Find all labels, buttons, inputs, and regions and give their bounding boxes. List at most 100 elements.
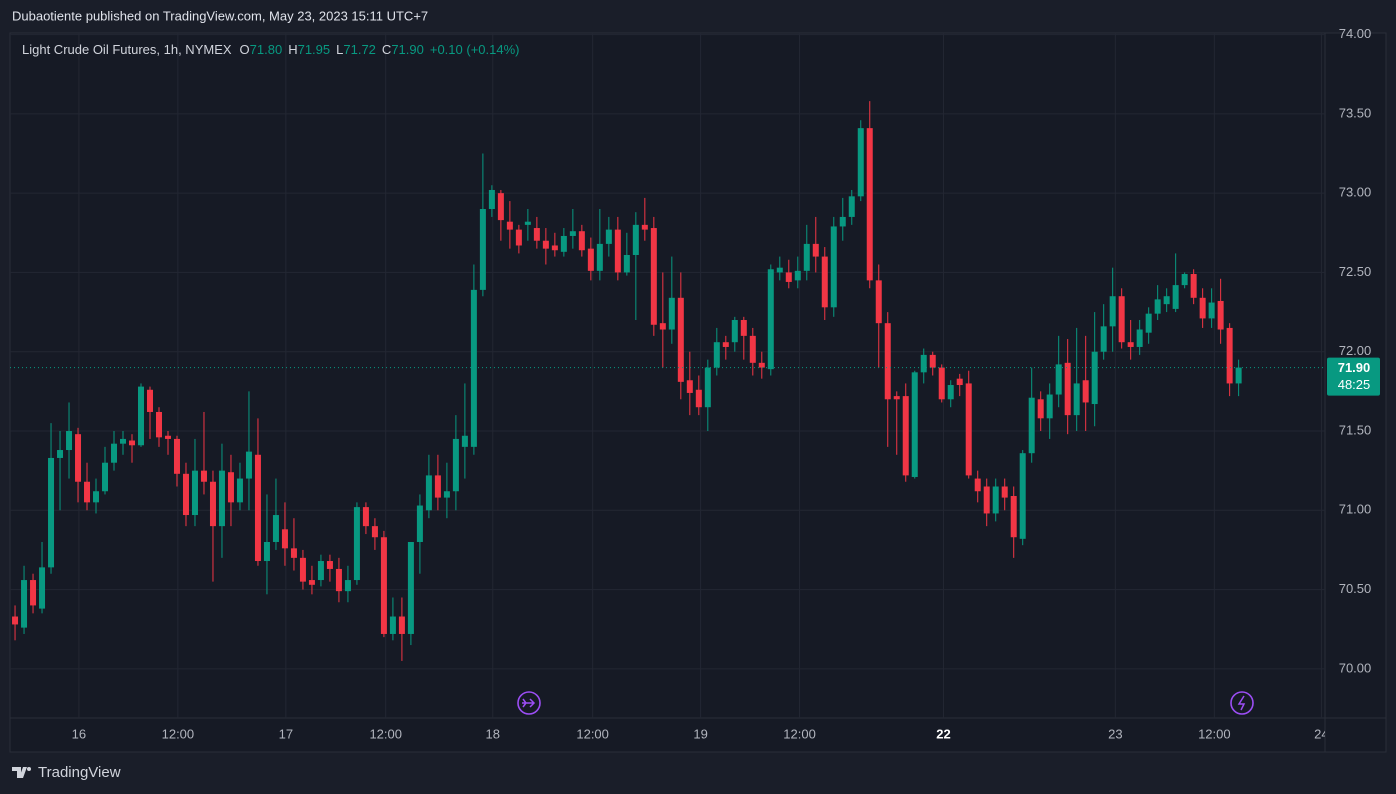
body bbox=[758, 362, 765, 368]
body bbox=[560, 235, 567, 252]
body bbox=[587, 248, 594, 271]
body bbox=[497, 193, 504, 221]
y-tick-label: 73.50 bbox=[1339, 105, 1372, 120]
body bbox=[677, 297, 684, 382]
x-tick-label: 19 bbox=[693, 726, 707, 741]
body bbox=[1208, 302, 1215, 319]
body bbox=[551, 245, 558, 251]
body bbox=[713, 342, 720, 368]
body bbox=[416, 505, 423, 542]
body bbox=[1064, 362, 1071, 416]
readout-key: H bbox=[288, 42, 297, 57]
readout-value: 71.90 bbox=[391, 42, 424, 57]
body bbox=[191, 470, 198, 516]
body bbox=[1082, 380, 1089, 403]
body bbox=[1028, 397, 1035, 454]
body bbox=[965, 383, 972, 476]
body bbox=[1172, 285, 1179, 309]
body bbox=[1019, 453, 1026, 539]
body bbox=[578, 231, 585, 251]
x-tick-label: 23 bbox=[1108, 726, 1122, 741]
body bbox=[569, 231, 576, 236]
body bbox=[533, 228, 540, 241]
body bbox=[875, 280, 882, 324]
body bbox=[66, 430, 73, 451]
body bbox=[614, 229, 621, 273]
body bbox=[1163, 296, 1170, 305]
body bbox=[866, 128, 873, 281]
body bbox=[668, 297, 675, 330]
body bbox=[938, 367, 945, 400]
body bbox=[84, 481, 91, 503]
body bbox=[308, 580, 315, 585]
y-tick-label: 71.50 bbox=[1339, 422, 1372, 437]
event-icon[interactable] bbox=[517, 691, 541, 715]
body bbox=[1046, 394, 1053, 419]
body bbox=[12, 616, 19, 625]
body bbox=[920, 354, 927, 373]
brand: TradingView bbox=[38, 764, 121, 781]
body bbox=[785, 272, 792, 282]
body bbox=[470, 289, 477, 447]
body bbox=[515, 229, 522, 246]
body bbox=[776, 267, 783, 273]
body bbox=[93, 491, 100, 503]
body bbox=[200, 470, 207, 482]
body bbox=[218, 470, 225, 527]
body bbox=[623, 254, 630, 273]
body bbox=[209, 481, 216, 527]
body bbox=[299, 557, 306, 582]
body bbox=[102, 462, 109, 492]
body bbox=[893, 396, 900, 400]
readout-key: L bbox=[336, 42, 343, 57]
legend-header: Light Crude Oil Futures, 1h, NYMEX O71.80… bbox=[22, 42, 519, 57]
body bbox=[362, 507, 369, 527]
body bbox=[335, 568, 342, 592]
readout-key: O bbox=[240, 42, 250, 57]
body bbox=[57, 450, 64, 458]
body bbox=[857, 128, 864, 197]
body bbox=[1100, 326, 1107, 352]
body bbox=[137, 386, 144, 446]
body bbox=[1055, 364, 1062, 395]
body bbox=[479, 209, 486, 290]
body bbox=[1226, 327, 1233, 384]
body bbox=[947, 385, 954, 400]
body bbox=[641, 224, 648, 230]
body bbox=[461, 435, 468, 447]
body bbox=[326, 561, 333, 569]
body bbox=[722, 342, 729, 347]
x-labels: 16 12:00 17 12:00 18 12:00 19 12:00 22 23 12:00 24 bbox=[72, 726, 1325, 741]
body bbox=[272, 515, 279, 542]
body bbox=[48, 457, 55, 568]
dividend-icon[interactable] bbox=[1230, 691, 1254, 715]
body bbox=[695, 389, 702, 408]
body bbox=[794, 270, 801, 281]
body bbox=[344, 580, 351, 592]
body bbox=[596, 243, 603, 271]
body bbox=[1001, 486, 1008, 498]
body bbox=[605, 229, 612, 244]
x-tick-label: 12:00 bbox=[576, 726, 609, 741]
x-tick-label: 12:00 bbox=[1198, 726, 1231, 741]
body bbox=[380, 537, 387, 634]
body bbox=[740, 320, 747, 336]
body bbox=[767, 269, 774, 370]
y-tick-label: 72.50 bbox=[1339, 264, 1372, 279]
body bbox=[821, 256, 828, 308]
body bbox=[425, 475, 432, 511]
y-tick-label: 74.00 bbox=[1339, 26, 1372, 41]
readout-value: 71.80 bbox=[250, 42, 283, 57]
body bbox=[1217, 300, 1224, 330]
body bbox=[1091, 351, 1098, 405]
last-price-label: 71.90 bbox=[1338, 360, 1371, 375]
body bbox=[182, 473, 189, 516]
body bbox=[30, 580, 37, 606]
body bbox=[1136, 329, 1143, 347]
body bbox=[407, 541, 414, 634]
body bbox=[1145, 313, 1152, 333]
body bbox=[263, 541, 270, 562]
body bbox=[632, 224, 639, 255]
